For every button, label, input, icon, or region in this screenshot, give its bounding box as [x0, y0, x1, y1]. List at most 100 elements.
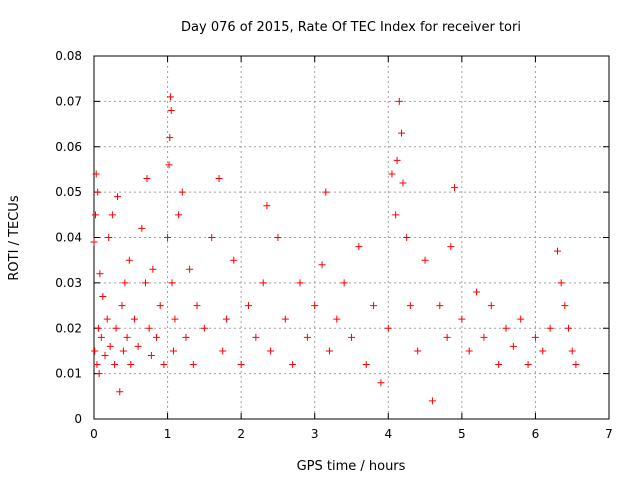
data-point [167, 106, 175, 114]
data-point [167, 93, 175, 101]
data-point [164, 234, 172, 241]
data-point [138, 224, 146, 232]
y-tick-label: 0.07 [55, 94, 82, 108]
data-point [193, 302, 201, 310]
data-point [105, 234, 113, 241]
data-point [169, 347, 177, 355]
y-tick-labels: 0 0.01 0.02 0.03 0.04 0.05 0.06 0.07 0.08 [55, 49, 82, 426]
x-tick-label: 2 [237, 427, 245, 441]
data-point [303, 333, 311, 341]
data-points [90, 93, 580, 405]
data-point [443, 333, 451, 341]
data-point [259, 279, 267, 287]
data-point [406, 302, 414, 310]
data-point [355, 243, 363, 251]
data-point [182, 333, 190, 341]
y-tick-label: 0.06 [55, 140, 82, 154]
data-point [96, 270, 104, 278]
data-point [142, 279, 149, 287]
y-tick-label: 0.08 [55, 49, 82, 63]
data-point [554, 247, 561, 255]
data-point [200, 324, 208, 332]
x-tick-labels: 0 1 2 3 4 5 6 7 [90, 427, 613, 441]
data-point [393, 156, 401, 164]
y-tick-label: 0.03 [55, 276, 82, 290]
data-point [509, 342, 517, 350]
data-point [546, 324, 554, 332]
y-tick-label: 0.04 [55, 231, 82, 245]
data-point [95, 370, 103, 378]
data-point [153, 333, 161, 341]
data-point [171, 315, 179, 323]
data-point [252, 333, 260, 341]
data-point [90, 238, 98, 246]
data-point [208, 234, 216, 241]
axis-ticks [93, 55, 610, 420]
data-point [178, 188, 186, 196]
data-point [230, 256, 238, 264]
y-axis-label: ROTI / TECUs [7, 195, 22, 280]
data-point [458, 315, 466, 323]
data-point [322, 188, 330, 196]
data-point [428, 397, 436, 405]
data-point [392, 211, 400, 219]
data-point [175, 211, 183, 219]
data-point [143, 175, 151, 183]
data-point [245, 302, 252, 310]
data-point [377, 379, 385, 387]
data-point [91, 347, 99, 355]
data-point [130, 315, 138, 323]
data-point [112, 324, 120, 332]
data-point [568, 347, 576, 355]
data-point [237, 361, 245, 369]
data-point [289, 361, 297, 369]
data-point [99, 292, 107, 300]
data-point [111, 361, 119, 369]
data-point [165, 161, 173, 169]
data-point [340, 279, 348, 287]
data-point [487, 302, 495, 310]
data-point [267, 347, 275, 355]
data-point [145, 324, 153, 332]
data-point [123, 333, 131, 341]
data-point [263, 202, 271, 210]
data-point [502, 324, 510, 332]
data-point [91, 211, 99, 219]
x-axis-label: GPS time / hours [297, 459, 406, 474]
data-point [222, 315, 230, 323]
x-tick-label: 6 [532, 427, 540, 441]
data-point [116, 388, 124, 396]
data-point [414, 347, 422, 355]
data-point [384, 324, 392, 332]
data-point [121, 279, 129, 287]
data-point [166, 134, 174, 142]
data-point [447, 243, 455, 251]
data-point [106, 342, 114, 350]
x-tick-label: 1 [164, 427, 172, 441]
x-tick-label: 5 [458, 427, 466, 441]
data-point [451, 184, 458, 192]
data-point [557, 279, 565, 287]
data-point [94, 188, 102, 196]
data-point [215, 175, 223, 183]
data-point [399, 179, 407, 187]
data-point [531, 333, 539, 341]
data-point [436, 302, 444, 310]
data-point [333, 315, 341, 323]
data-point [94, 324, 102, 332]
data-point [93, 361, 101, 369]
data-point [219, 347, 227, 355]
data-point [572, 361, 580, 369]
data-point [348, 333, 355, 341]
x-tick-label: 4 [384, 427, 392, 441]
data-point [421, 256, 429, 264]
data-point [168, 279, 176, 287]
data-point [318, 261, 326, 269]
y-tick-label: 0.01 [55, 367, 82, 381]
data-point [281, 315, 289, 323]
data-point [398, 129, 406, 137]
x-tick-label: 7 [605, 427, 613, 441]
chart-title: Day 076 of 2015, Rate Of TEC Index for r… [181, 20, 521, 35]
data-point [147, 351, 155, 359]
